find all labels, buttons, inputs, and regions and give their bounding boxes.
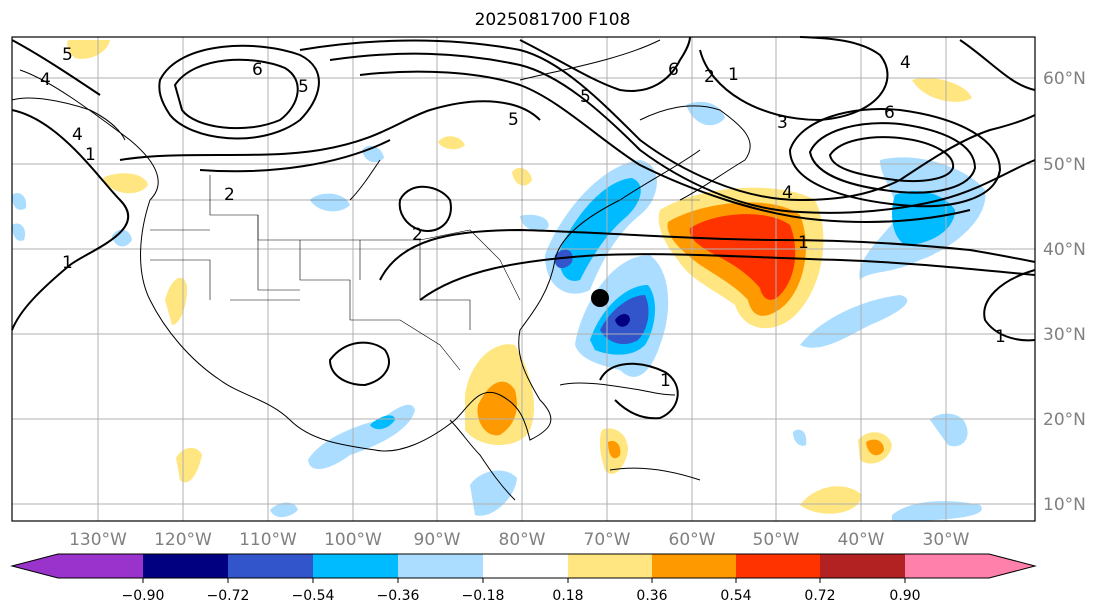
contour-label: 1 [728,65,739,85]
colorbar-tick-label: −0.18 [462,588,505,604]
lat-label: 50°N [1043,155,1086,175]
colorbar-segment [143,554,228,578]
contour-label: 4 [900,53,911,73]
colorbar-ticks [142,578,906,583]
contour-label: 5 [298,77,309,97]
colorbar-segment [483,554,568,578]
colorbar-tick-label: 0.90 [889,588,920,604]
contour-label: 2 [704,67,715,87]
contour-label: 5 [62,45,73,65]
colorbar-segment [736,554,820,578]
colorbar-segment [568,554,652,578]
contour-label: 2 [224,185,235,205]
lon-label: 90°W [414,530,461,550]
lat-label: 20°N [1043,410,1086,430]
contour-label: 1 [62,253,73,273]
contour-label: 4 [782,183,793,203]
contour-label: 5 [580,87,591,107]
storm-marker [591,289,609,307]
colorbar-segment [652,554,736,578]
colorbar-tick-label: 0.72 [804,588,835,604]
anomaly-fill [12,40,986,521]
lon-label: 30°W [923,530,970,550]
colorbar-tick-label: 0.18 [552,588,583,604]
colorbar-segment [12,554,58,578]
lon-label: 50°W [753,530,800,550]
colorbar-tick-label: −0.36 [377,588,420,604]
colorbar: −0.90 −0.72 −0.54 −0.36 −0.18 0.18 0.36 … [10,553,1037,604]
colorbar-segment [398,554,483,578]
colorbar-tick-label: −0.90 [122,588,165,604]
map-frame-border [11,36,1036,522]
colorbar-segment [313,554,398,578]
contour-label: 1 [798,233,809,253]
colorbar-segment [58,554,143,578]
colorbar-segment [905,554,989,578]
lon-label: 80°W [499,530,546,550]
colorbar-segment [820,554,905,578]
latitude-labels: 60°N 50°N 40°N 30°N 20°N 10°N [1043,69,1086,515]
contour-label: 6 [668,60,679,80]
contour-label: 6 [884,103,895,123]
colorbar-tick-label: −0.72 [207,588,250,604]
lon-label: 40°W [838,530,885,550]
contour-label: 6 [252,60,263,80]
colorbar-segment [228,554,313,578]
colorbar-outline [10,553,1037,579]
lat-label: 40°N [1043,240,1086,260]
colorbar-tick-label: 0.36 [636,588,667,604]
lat-label: 30°N [1043,325,1086,345]
contour-label: 1 [85,145,96,165]
colorbar-tick-label: −0.54 [292,588,335,604]
contour-label: 3 [777,113,788,133]
contour-lines [11,36,1036,420]
colorbar-tick-label: 0.54 [720,588,751,604]
contour-label: 4 [72,125,83,145]
lat-label: 60°N [1043,69,1086,89]
longitude-labels: 130°W 120°W 110°W 100°W 90°W 80°W 70°W 6… [69,530,970,550]
lon-label: 60°W [669,530,716,550]
lon-label: 110°W [239,530,297,550]
graticule [12,37,1035,521]
contour-label: 1 [995,327,1006,347]
contour-label: 5 [508,110,519,130]
colorbar-segment [989,554,1035,578]
lat-label: 10°N [1043,495,1086,515]
lon-label: 100°W [324,530,382,550]
lon-label: 70°W [584,530,631,550]
contour-label: 2 [412,225,423,245]
contour-label: 4 [40,70,51,90]
lon-label: 120°W [154,530,212,550]
contour-label: 1 [660,371,671,391]
lon-label: 130°W [69,530,127,550]
map-title: 2025081700 F108 [474,10,631,30]
contour-labels: 5 4 4 1 6 5 6 5 2 1 4 6 3 5 2 4 2 1 1 1 … [40,45,1006,391]
